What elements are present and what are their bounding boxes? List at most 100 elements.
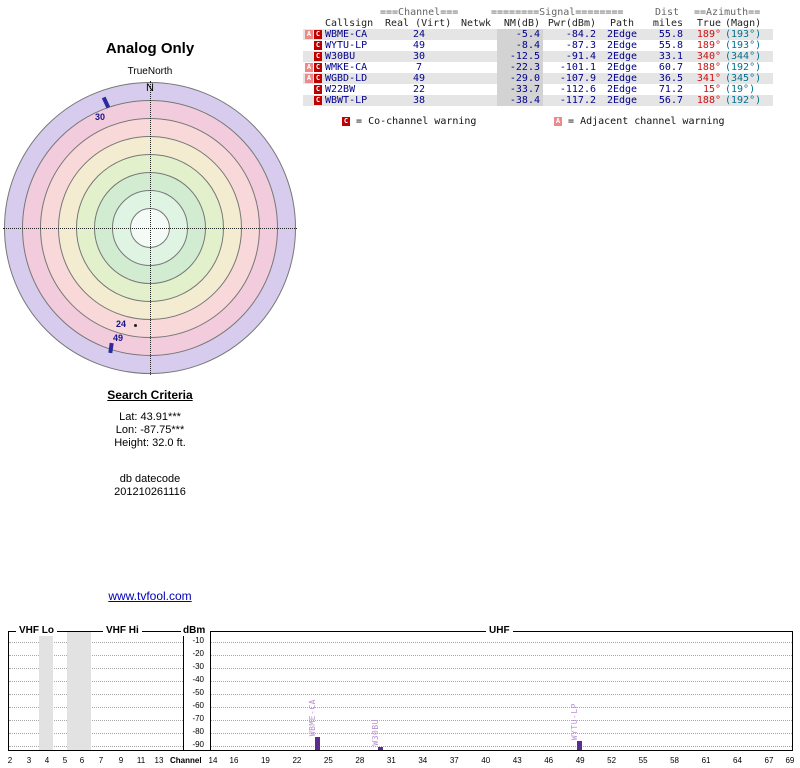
co-channel-legend: C = Co-channel warning <box>341 116 476 127</box>
x-tick-label: 14 <box>208 756 218 765</box>
cell-miles: 55.8 <box>658 29 683 40</box>
warning-legend: C = Co-channel warning A = Adjacent chan… <box>303 116 773 128</box>
y-tick-label: -20 <box>192 649 204 658</box>
cell-true_az: 341° <box>696 73 721 84</box>
x-tick-label: 69 <box>785 756 795 765</box>
cell-nm: -5.4 <box>497 29 543 40</box>
cell-miles: 55.8 <box>658 40 683 51</box>
x-axis-line <box>8 750 793 751</box>
true-north-label: TrueNorth <box>127 66 173 77</box>
gridline <box>211 642 792 643</box>
x-tick-label: 40 <box>481 756 491 765</box>
gridline <box>9 746 183 747</box>
cell-real: 22 <box>412 84 426 95</box>
db-datecode-label: db datecode <box>119 473 181 485</box>
vhf-panel <box>8 631 184 750</box>
cell-pwr: -91.4 <box>565 51 596 62</box>
adjacent-channel-warning-badge: A <box>305 74 313 83</box>
gridline <box>211 681 792 682</box>
x-tick-label: 19 <box>260 756 270 765</box>
x-tick-label: 46 <box>544 756 554 765</box>
x-tick-label: 49 <box>575 756 585 765</box>
x-tick-label: 16 <box>229 756 239 765</box>
cell-true_az: 188° <box>696 62 721 73</box>
db-datecode-value: 201210261116 <box>114 486 186 498</box>
y-tick-label: -90 <box>192 740 204 749</box>
cell-miles: 36.5 <box>658 73 683 84</box>
search-criteria-heading: Search Criteria <box>107 388 193 402</box>
cell-true_az: 15° <box>702 84 721 95</box>
column-header-real-virt: Real (Virt) <box>385 18 452 29</box>
radar-plot: Analog Only TrueNorth N 30 24 49 <box>0 0 300 380</box>
column-header-nm: NM(dB) <box>503 18 540 29</box>
x-tick-label: 11 <box>136 756 146 765</box>
adjacent-channel-legend-text: = Adjacent channel warning <box>568 116 725 127</box>
vhf-shaded-band <box>67 632 91 750</box>
table-column-header-row: Callsign Real (Virt) Netwk NM(dB) Pwr(dB… <box>303 18 773 29</box>
y-tick-label: -80 <box>192 727 204 736</box>
cell-callsign: WBME-CA <box>325 29 368 40</box>
cell-miles: 33.1 <box>658 51 683 62</box>
north-label: N <box>146 82 154 94</box>
cell-true_az: 188° <box>696 95 721 106</box>
x-tick-label: 3 <box>26 756 32 765</box>
column-header-badge <box>303 18 323 29</box>
cell-magn: (345°) <box>725 73 762 84</box>
y-tick-label: -70 <box>192 714 204 723</box>
cell-pwr: -87.3 <box>565 40 596 51</box>
table-row: C W30BU 30 -12.5 -91.4 2Edge 33.1 340° (344°) <box>303 51 773 62</box>
group-header-channel: ===Channel=== <box>380 7 459 18</box>
cell-callsign: W30BU <box>325 51 356 62</box>
x-tick-label: 55 <box>638 756 648 765</box>
cell-real: 24 <box>412 29 426 40</box>
x-tick-label: 5 <box>62 756 68 765</box>
table-row: C W22BW 22 -33.7 -112.6 2Edge 71.2 15° (19°) <box>303 84 773 95</box>
cell-nm: -8.4 <box>497 40 543 51</box>
cell-real: 30 <box>412 51 426 62</box>
group-header-dist: Dist <box>655 7 680 18</box>
gridline <box>211 668 792 669</box>
station-marker-label-24: 24 <box>116 319 127 329</box>
height-value: Height: 32.0 ft. <box>114 437 186 449</box>
tvfool-link[interactable]: www.tvfool.com <box>108 589 192 603</box>
cell-real: 7 <box>415 62 423 73</box>
gridline <box>9 668 183 669</box>
cell-netwk <box>455 29 497 40</box>
y-tick-label: -60 <box>192 701 204 710</box>
cell-callsign: WGBD-LD <box>325 73 368 84</box>
column-header-path: Path <box>609 18 635 29</box>
x-tick-label: 7 <box>98 756 104 765</box>
cell-netwk <box>455 84 497 95</box>
x-tick-label: 34 <box>418 756 428 765</box>
gridline <box>211 694 792 695</box>
gridline <box>211 720 792 721</box>
cell-magn: (193°) <box>725 40 762 51</box>
cell-netwk <box>455 51 497 62</box>
table-row: A C WMKE-CA 7 -22.3 -101.1 2Edge 60.7 188° (192°) <box>303 62 773 73</box>
x-tick-label: 64 <box>733 756 742 765</box>
cell-miles: 71.2 <box>658 84 683 95</box>
cell-callsign: WMKE-CA <box>325 62 368 73</box>
warning-badges: C <box>303 84 323 95</box>
signal-bar-label: WBME-CA <box>307 699 317 737</box>
x-tick-label: 22 <box>292 756 302 765</box>
vhf-lo-label: VHF Lo <box>16 625 57 636</box>
co-channel-legend-text: = Co-channel warning <box>356 116 477 127</box>
co-channel-warning-badge: C <box>314 85 322 94</box>
x-tick-label: 31 <box>386 756 396 765</box>
y-tick-label: -50 <box>192 688 204 697</box>
x-tick-label: 4 <box>44 756 50 765</box>
co-channel-warning-badge: C <box>314 74 322 83</box>
vhf-hi-label: VHF Hi <box>103 625 142 636</box>
dbm-axis-label: dBm <box>181 625 208 636</box>
search-criteria: Search Criteria Lat: 43.91*** Lon: -87.7… <box>0 388 300 499</box>
column-header-callsign: Callsign <box>325 18 374 29</box>
x-tick-label: 61 <box>701 756 711 765</box>
cell-netwk <box>455 95 497 106</box>
cell-miles: 56.7 <box>658 95 683 106</box>
x-tick-label: 37 <box>449 756 459 765</box>
cell-nm: -22.3 <box>497 62 543 73</box>
column-header-magn: (Magn) <box>725 18 762 29</box>
